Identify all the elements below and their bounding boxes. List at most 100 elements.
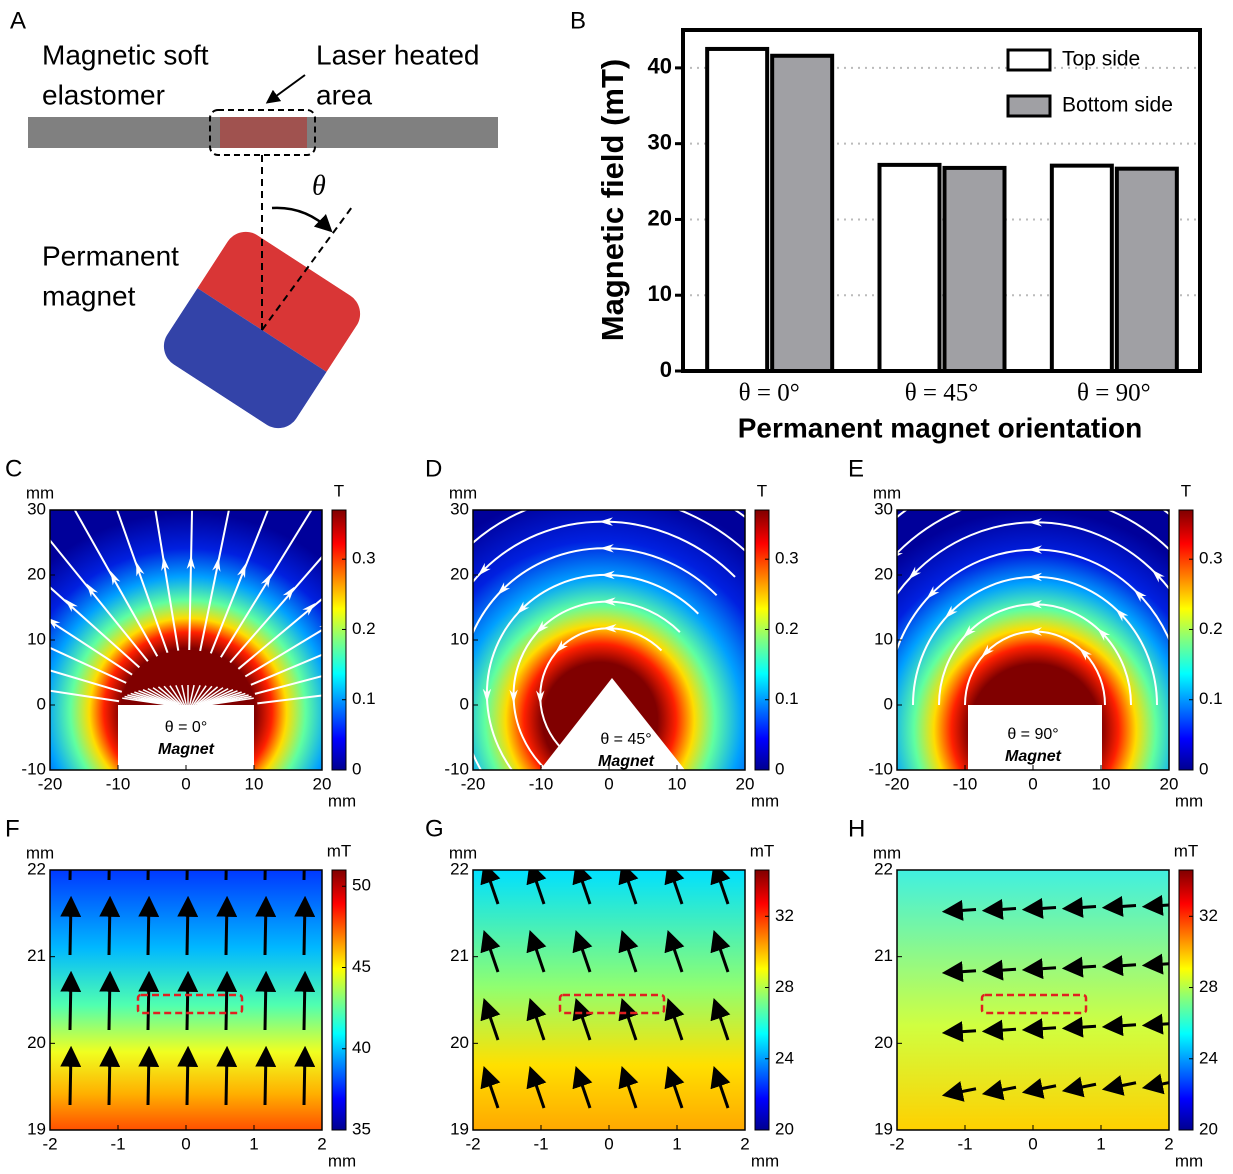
colorbar bbox=[1179, 870, 1193, 1130]
arrowhead bbox=[436, 524, 452, 540]
colorbar-tick-label: 20 bbox=[1199, 1119, 1218, 1138]
field-arrow bbox=[1026, 968, 1056, 970]
x-tick-label: 1 bbox=[672, 1134, 681, 1153]
annotation: Magnet bbox=[1005, 748, 1062, 765]
field-arrow bbox=[187, 975, 188, 1030]
colorbar-tick-label: 0.2 bbox=[1199, 619, 1223, 638]
bar bbox=[772, 56, 832, 371]
annotation: Magnet bbox=[598, 753, 655, 770]
colorbar-tick-label: 32 bbox=[775, 906, 794, 925]
field-arrow bbox=[265, 825, 266, 880]
colorbar-tick-label: 0.2 bbox=[352, 619, 376, 638]
x-unit: mm bbox=[751, 791, 779, 810]
y-tick-label: 0 bbox=[37, 694, 46, 713]
label: elastomer bbox=[42, 79, 165, 110]
field-arrow bbox=[226, 825, 227, 880]
colorbar-tick-label: 0 bbox=[1199, 759, 1208, 778]
panel-label: H bbox=[848, 815, 865, 842]
colorbar-tick-label: 0.3 bbox=[1199, 549, 1223, 568]
angle-label: θ bbox=[312, 170, 326, 201]
field-arrow bbox=[226, 900, 227, 955]
field-arrow bbox=[70, 825, 71, 880]
field-arrow bbox=[1066, 907, 1096, 909]
colorbar-tick-label: 40 bbox=[352, 1038, 371, 1057]
heated-area bbox=[220, 117, 307, 148]
y-tick-label: 20 bbox=[874, 1033, 893, 1052]
y-tick-label: -10 bbox=[444, 759, 469, 778]
colorbar-tick-label: 0.1 bbox=[775, 689, 799, 708]
field-arrow bbox=[1106, 1025, 1136, 1027]
x-tick-label: -1 bbox=[957, 1134, 972, 1153]
y-tick-label: 21 bbox=[450, 946, 469, 965]
y-tick-label: 20 bbox=[450, 564, 469, 583]
annotation: Magnet bbox=[158, 741, 215, 758]
annotation: θ = 90° bbox=[1007, 726, 1058, 743]
figure: A Magnetic soft elastomer Laser heated a… bbox=[0, 0, 1233, 1169]
colorbar-tick-label: 20 bbox=[775, 1119, 794, 1138]
y-tick-label: 20 bbox=[450, 1033, 469, 1052]
y-tick-label: 0 bbox=[660, 357, 672, 382]
label: magnet bbox=[42, 280, 136, 311]
legend-swatch bbox=[1008, 96, 1050, 116]
x-tick-label: 2 bbox=[1164, 1134, 1173, 1153]
x-tick-label: 1 bbox=[249, 1134, 258, 1153]
field-arrow bbox=[265, 1050, 266, 1105]
field-arrow bbox=[148, 900, 149, 955]
y-unit: mm bbox=[26, 843, 54, 862]
y-tick-label: 21 bbox=[27, 946, 46, 965]
bar bbox=[707, 49, 767, 371]
colorbar-tick-label: 0.3 bbox=[775, 549, 799, 568]
y-tick-label: 21 bbox=[874, 946, 893, 965]
colorbar-unit: mT bbox=[327, 841, 352, 860]
arrowhead bbox=[403, 686, 411, 700]
field-arrow bbox=[70, 975, 71, 1030]
x-unit: mm bbox=[1175, 791, 1203, 810]
panel-label: F bbox=[5, 815, 20, 842]
annotation: θ = 45° bbox=[600, 731, 651, 748]
arrowhead bbox=[596, 437, 610, 445]
y-tick-label: 20 bbox=[27, 564, 46, 583]
field-arrow bbox=[148, 825, 149, 880]
angle-arrow bbox=[272, 208, 330, 230]
colorbar-tick-label: 0.3 bbox=[352, 549, 376, 568]
field-arrow bbox=[304, 825, 305, 880]
colorbar-tick-label: 35 bbox=[352, 1119, 371, 1138]
arrowhead bbox=[869, 528, 885, 544]
arrowhead bbox=[598, 491, 612, 499]
x-unit: mm bbox=[328, 791, 356, 810]
colorbar-tick-label: 45 bbox=[352, 957, 371, 976]
x-unit: mm bbox=[1175, 1151, 1203, 1169]
panel-label: E bbox=[848, 455, 864, 482]
x-tick-label: θ = 0° bbox=[739, 380, 800, 407]
colorbar bbox=[332, 510, 346, 770]
x-tick-label: -10 bbox=[529, 774, 554, 793]
field-arrow bbox=[187, 900, 188, 955]
y-tick-label: 19 bbox=[27, 1119, 46, 1138]
arrowhead bbox=[1028, 491, 1042, 499]
x-tick-label: 0 bbox=[604, 1134, 613, 1153]
x-tick-label: 2 bbox=[317, 1134, 326, 1153]
colorbar-tick-label: 24 bbox=[1199, 1048, 1218, 1067]
arrowhead bbox=[429, 687, 437, 701]
field-arrow bbox=[109, 1050, 110, 1105]
arrowhead bbox=[597, 464, 611, 472]
field-arrow bbox=[1026, 1028, 1056, 1030]
x-tick-label: 0 bbox=[1028, 1134, 1037, 1153]
label: area bbox=[316, 79, 372, 110]
legend-swatch bbox=[1008, 50, 1050, 70]
field-plot bbox=[244, 332, 790, 878]
colorbar-unit: mT bbox=[1174, 841, 1199, 860]
x-axis-title: Permanent magnet orientation bbox=[738, 412, 1143, 443]
colorbar-tick-label: 0 bbox=[775, 759, 784, 778]
schematic: A Magnetic soft elastomer Laser heated a… bbox=[10, 7, 498, 436]
y-unit: mm bbox=[873, 483, 901, 502]
label: Magnetic soft bbox=[42, 39, 209, 70]
field-arrow bbox=[148, 1050, 149, 1105]
colorbar-tick-label: 0 bbox=[352, 759, 361, 778]
field-arrow bbox=[304, 975, 305, 1030]
field-arrow bbox=[1146, 905, 1176, 907]
arrowhead bbox=[417, 505, 433, 521]
field-arrow bbox=[1066, 1026, 1096, 1028]
y-tick-label: 10 bbox=[450, 629, 469, 648]
y-tick-label: 10 bbox=[874, 629, 893, 648]
